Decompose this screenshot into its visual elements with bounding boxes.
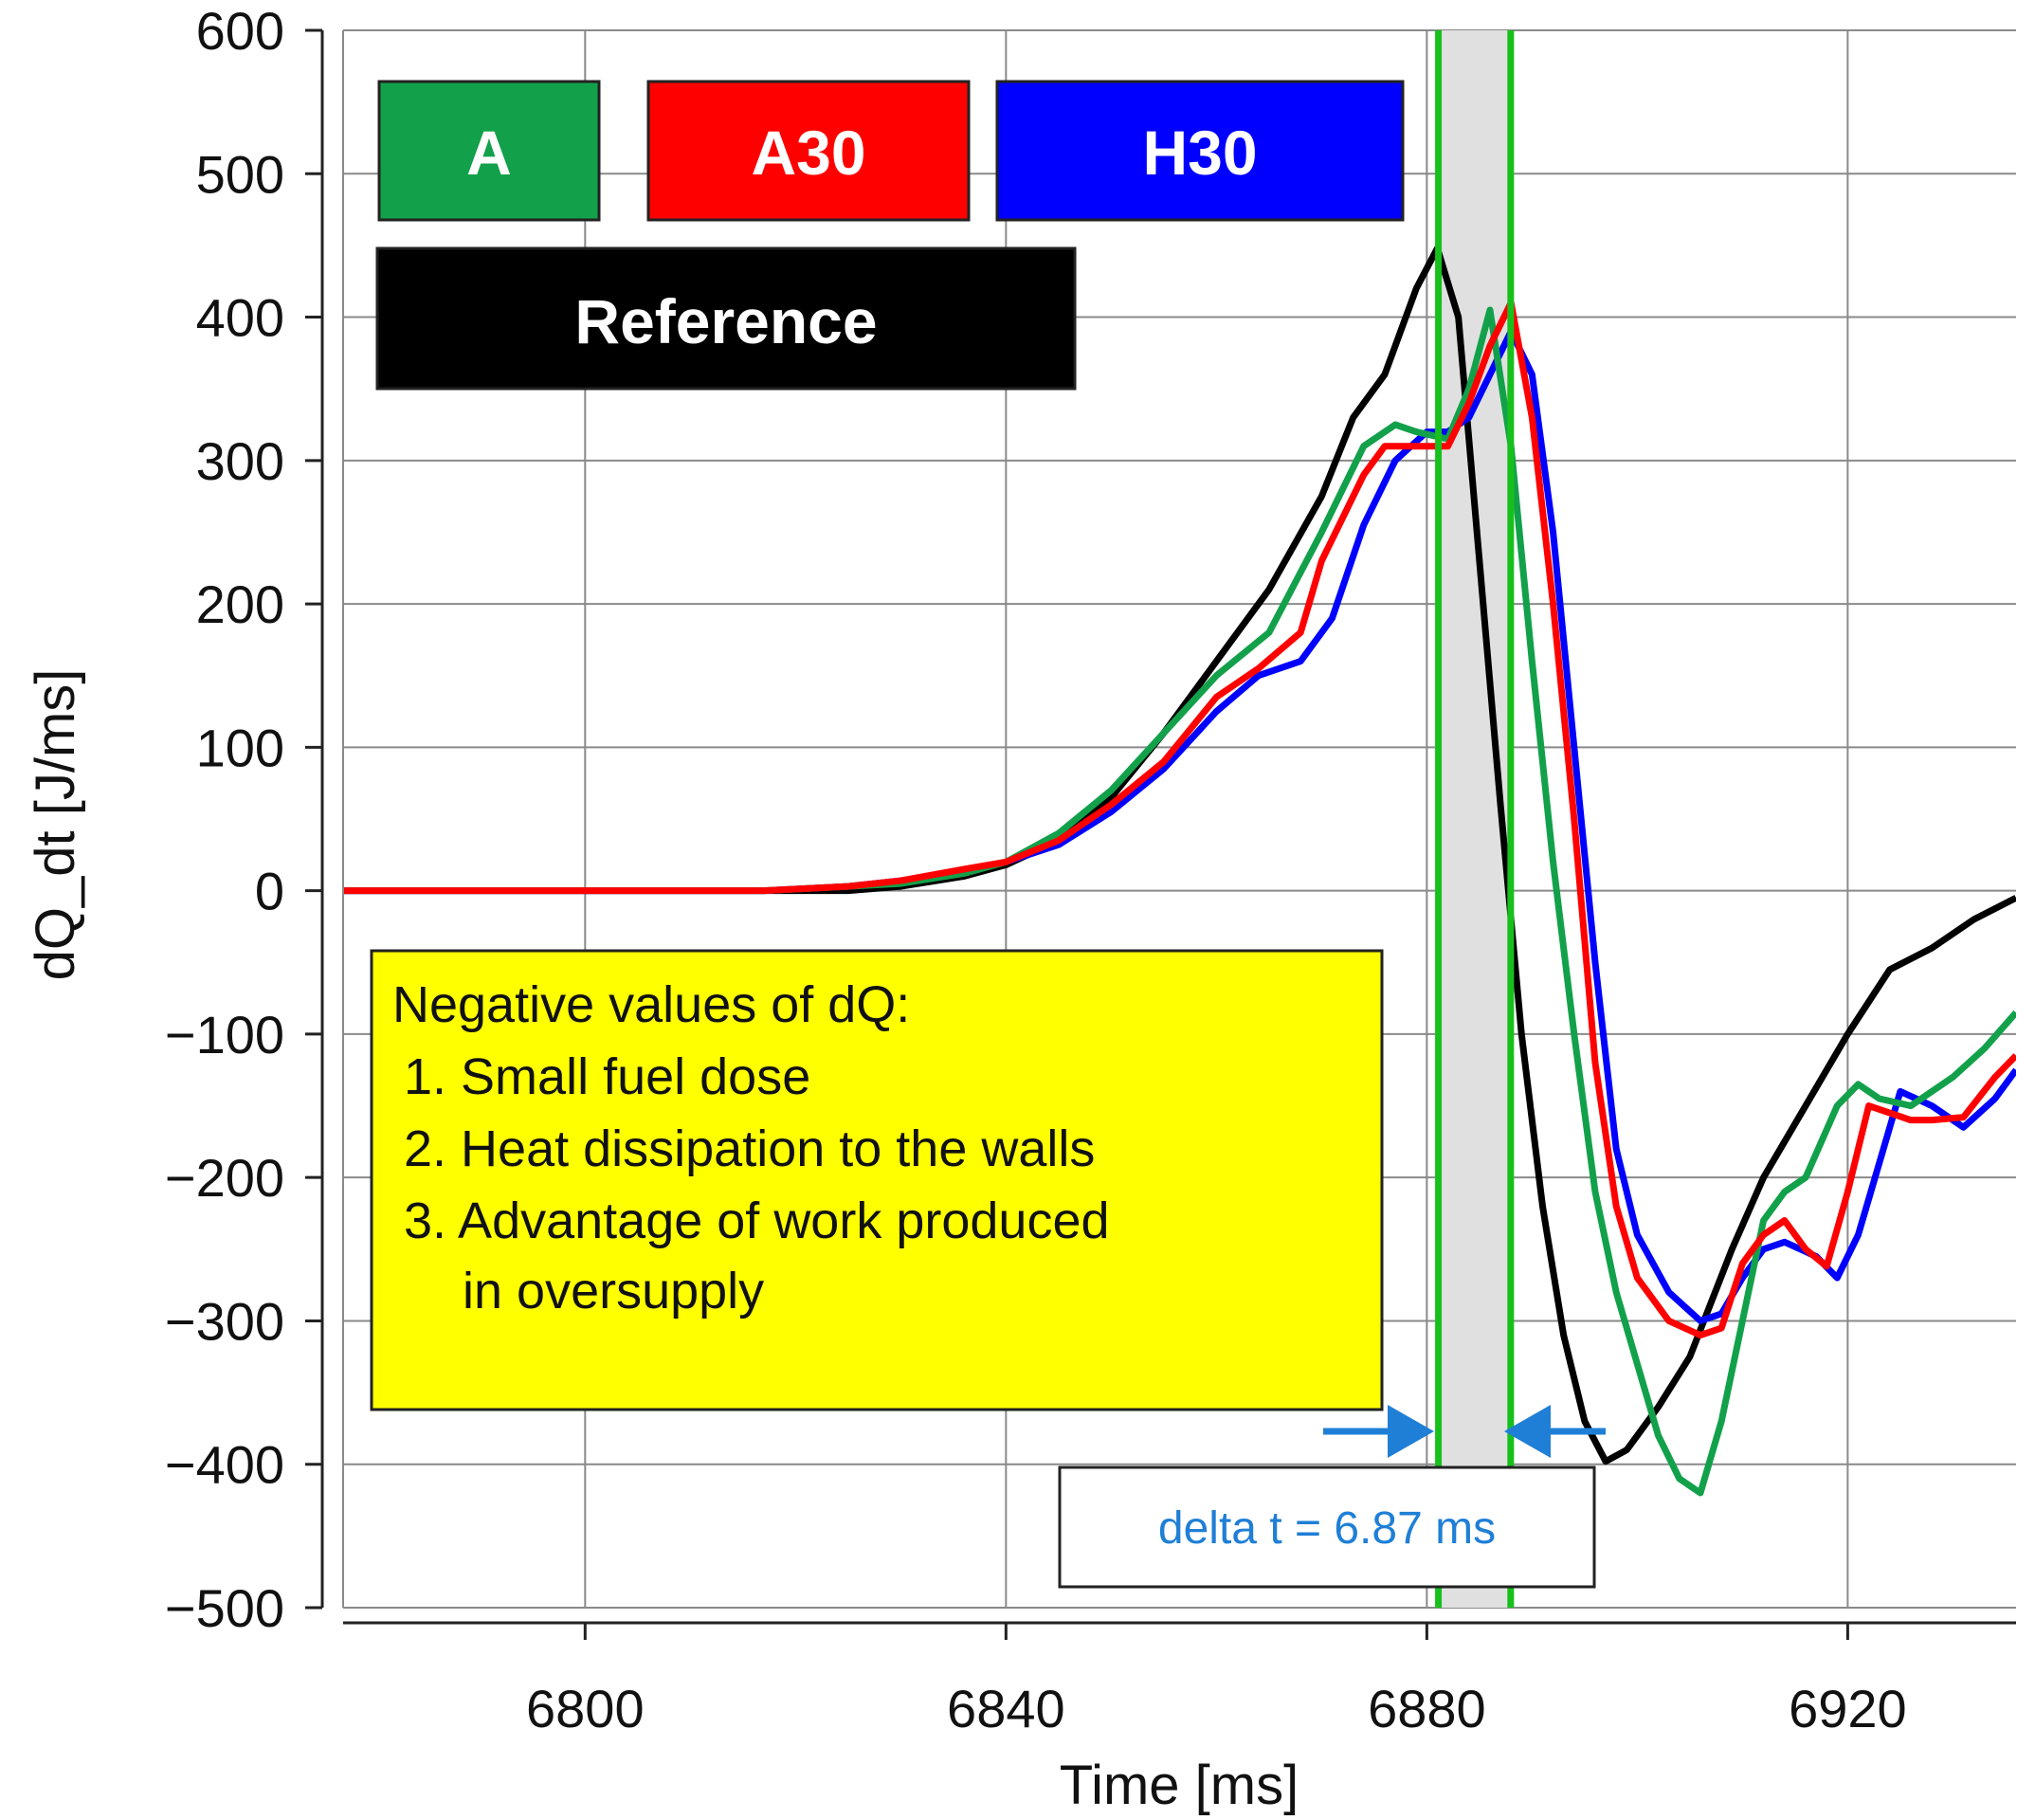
legend: A A30 H30 Reference xyxy=(375,80,1405,391)
y-tick-label: 500 xyxy=(196,144,284,204)
delta-t-marker-lines xyxy=(1435,30,1515,1608)
series-line-a30 xyxy=(343,299,2016,1339)
y-tick-label: 400 xyxy=(196,288,284,348)
note-background xyxy=(370,949,1384,1411)
note-item-3-continued: in oversupply xyxy=(463,1263,764,1320)
y-tick-label: 300 xyxy=(196,431,284,491)
x-tick-label: 6800 xyxy=(526,1679,645,1738)
legend-swatch-reference xyxy=(375,246,1077,391)
note-title: Negative values of dQ: xyxy=(392,976,910,1033)
y-tick-label: 200 xyxy=(196,574,284,634)
legend-label-a30: A30 xyxy=(751,118,865,188)
legend-label-reference: Reference xyxy=(574,286,877,356)
y-tick-label: −500 xyxy=(165,1578,284,1638)
x-tick-label: 6880 xyxy=(1368,1679,1486,1738)
series-line-h30 xyxy=(343,328,2016,1324)
x-axis-title: Time [ms] xyxy=(1060,1755,1299,1816)
note-item-1: 1. Small fuel dose xyxy=(404,1048,810,1105)
series-layer xyxy=(343,245,2016,1497)
y-tick-label: −300 xyxy=(165,1291,284,1351)
legend-label-a: A xyxy=(466,118,512,188)
y-tick-label: −400 xyxy=(165,1435,284,1495)
series-line-a xyxy=(343,306,2016,1497)
note-item-2: 2. Heat dissipation to the walls xyxy=(404,1120,1095,1177)
x-tick-label: 6920 xyxy=(1789,1679,1907,1738)
y-tick-label: 600 xyxy=(196,1,284,61)
tick-labels: 600 500 400 300 200 100 0 −100 −200 −300 −400 −500 6… xyxy=(165,1,1907,1738)
delta-t-label: delta t = 6.87 ms xyxy=(1158,1503,1496,1554)
y-tick-label: −200 xyxy=(165,1148,284,1208)
note-box: Negative values of dQ: 1. Small fuel dos… xyxy=(370,949,1384,1411)
y-tick-label: 0 xyxy=(255,862,284,921)
y-tick-label: 100 xyxy=(196,718,284,777)
y-axis-title: dQ_dt [J/ms] xyxy=(25,669,86,981)
note-item-3: 3. Advantage of work produced xyxy=(404,1192,1110,1249)
delta-t-annotation: delta t = 6.87 ms xyxy=(1058,1405,1606,1589)
y-tick-label: −100 xyxy=(165,1005,284,1065)
x-tick-label: 6840 xyxy=(947,1679,1065,1738)
axes xyxy=(305,28,2016,1640)
legend-label-h30: H30 xyxy=(1142,118,1257,188)
legend-swatch-a xyxy=(377,80,601,222)
legend-swatch-h30 xyxy=(995,80,1405,222)
legend-swatch-a30 xyxy=(646,80,971,222)
delta-t-box xyxy=(1058,1465,1596,1589)
